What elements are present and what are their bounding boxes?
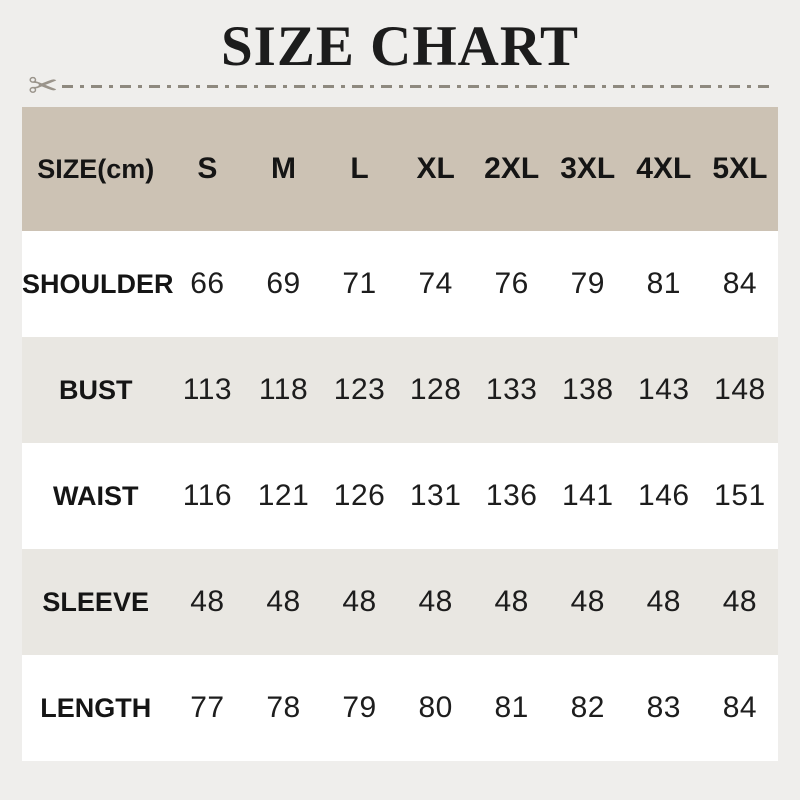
size-value: 118 bbox=[258, 373, 309, 406]
size-value: 77 bbox=[190, 691, 225, 724]
row-label: LENGTH bbox=[40, 692, 152, 723]
row-label: WAIST bbox=[52, 480, 139, 511]
table-row-waist: WAIST 116 121 126 131 136 141 146 151 bbox=[22, 443, 778, 549]
size-value: 48 bbox=[646, 585, 681, 618]
size-value: 128 bbox=[409, 373, 462, 406]
row-label: SHOULDER bbox=[22, 268, 174, 299]
size-value: 48 bbox=[190, 585, 225, 618]
size-value: 113 bbox=[182, 373, 233, 406]
size-value: 82 bbox=[570, 691, 605, 724]
size-value: 66 bbox=[190, 267, 225, 300]
size-chart-page: SIZE CHART ✂ SIZE(cm) S M L XL 2XL 3XL 4XL 5XL S… bbox=[22, 15, 778, 761]
column-header-4xl: 4XL bbox=[636, 152, 692, 185]
size-value: 123 bbox=[333, 373, 386, 406]
size-value: 116 bbox=[182, 479, 233, 512]
size-value: 48 bbox=[418, 585, 453, 618]
size-value: 136 bbox=[485, 479, 538, 512]
size-value: 76 bbox=[494, 267, 529, 300]
size-value: 151 bbox=[714, 479, 766, 512]
size-value: 79 bbox=[342, 691, 377, 724]
size-value: 141 bbox=[561, 479, 614, 512]
dashed-cut-line bbox=[62, 84, 772, 88]
column-header-5xl: 5XL bbox=[712, 152, 768, 185]
column-header-s: S bbox=[197, 152, 218, 185]
size-value: 84 bbox=[722, 267, 758, 300]
size-value: 131 bbox=[409, 479, 462, 512]
size-value: 84 bbox=[722, 691, 758, 724]
size-value: 121 bbox=[257, 479, 310, 512]
table-row-sleeve: SLEEVE 48 48 48 48 48 48 48 48 bbox=[22, 549, 778, 655]
column-header-3xl: 3XL bbox=[560, 152, 616, 185]
column-header-2xl: 2XL bbox=[484, 152, 540, 185]
size-value: 83 bbox=[646, 691, 681, 724]
row-label: BUST bbox=[58, 374, 133, 405]
size-value: 78 bbox=[266, 691, 301, 724]
size-table: SIZE(cm) S M L XL 2XL 3XL 4XL 5XL SHOULDER 66 69 71… bbox=[22, 107, 778, 761]
cut-line: ✂ bbox=[28, 68, 772, 104]
size-value: 146 bbox=[638, 479, 690, 512]
scissors-icon: ✂ bbox=[28, 65, 59, 106]
size-value: 48 bbox=[570, 585, 605, 618]
size-value: 133 bbox=[485, 373, 538, 406]
size-value: 71 bbox=[342, 267, 377, 300]
size-value: 138 bbox=[561, 373, 614, 406]
size-value: 143 bbox=[638, 373, 690, 406]
size-value: 81 bbox=[646, 267, 681, 300]
column-header-l: L bbox=[350, 152, 369, 185]
size-value: 69 bbox=[266, 267, 301, 300]
table-row-length: LENGTH 77 78 79 80 81 82 83 84 bbox=[22, 655, 778, 761]
table-header-row: SIZE(cm) S M L XL 2XL 3XL 4XL 5XL bbox=[22, 107, 778, 231]
size-value: 126 bbox=[333, 479, 386, 512]
column-header-xl: XL bbox=[416, 152, 455, 185]
size-value: 80 bbox=[418, 691, 453, 724]
table-row-shoulder: SHOULDER 66 69 71 74 76 79 81 84 bbox=[22, 231, 778, 337]
size-value: 48 bbox=[494, 585, 529, 618]
column-header-m: M bbox=[271, 152, 296, 185]
page-title: SIZE CHART bbox=[220, 15, 579, 78]
size-value: 74 bbox=[418, 267, 453, 300]
size-value: 48 bbox=[342, 585, 377, 618]
size-value: 81 bbox=[494, 691, 529, 724]
row-label: SLEEVE bbox=[42, 586, 149, 617]
size-value: 48 bbox=[266, 585, 301, 618]
table-row-bust: BUST 113 118 123 128 133 138 143 148 bbox=[22, 337, 778, 443]
size-value: 48 bbox=[722, 585, 758, 618]
size-value: 148 bbox=[714, 373, 766, 406]
unit-header: SIZE(cm) bbox=[37, 153, 155, 184]
size-value: 79 bbox=[570, 267, 605, 300]
